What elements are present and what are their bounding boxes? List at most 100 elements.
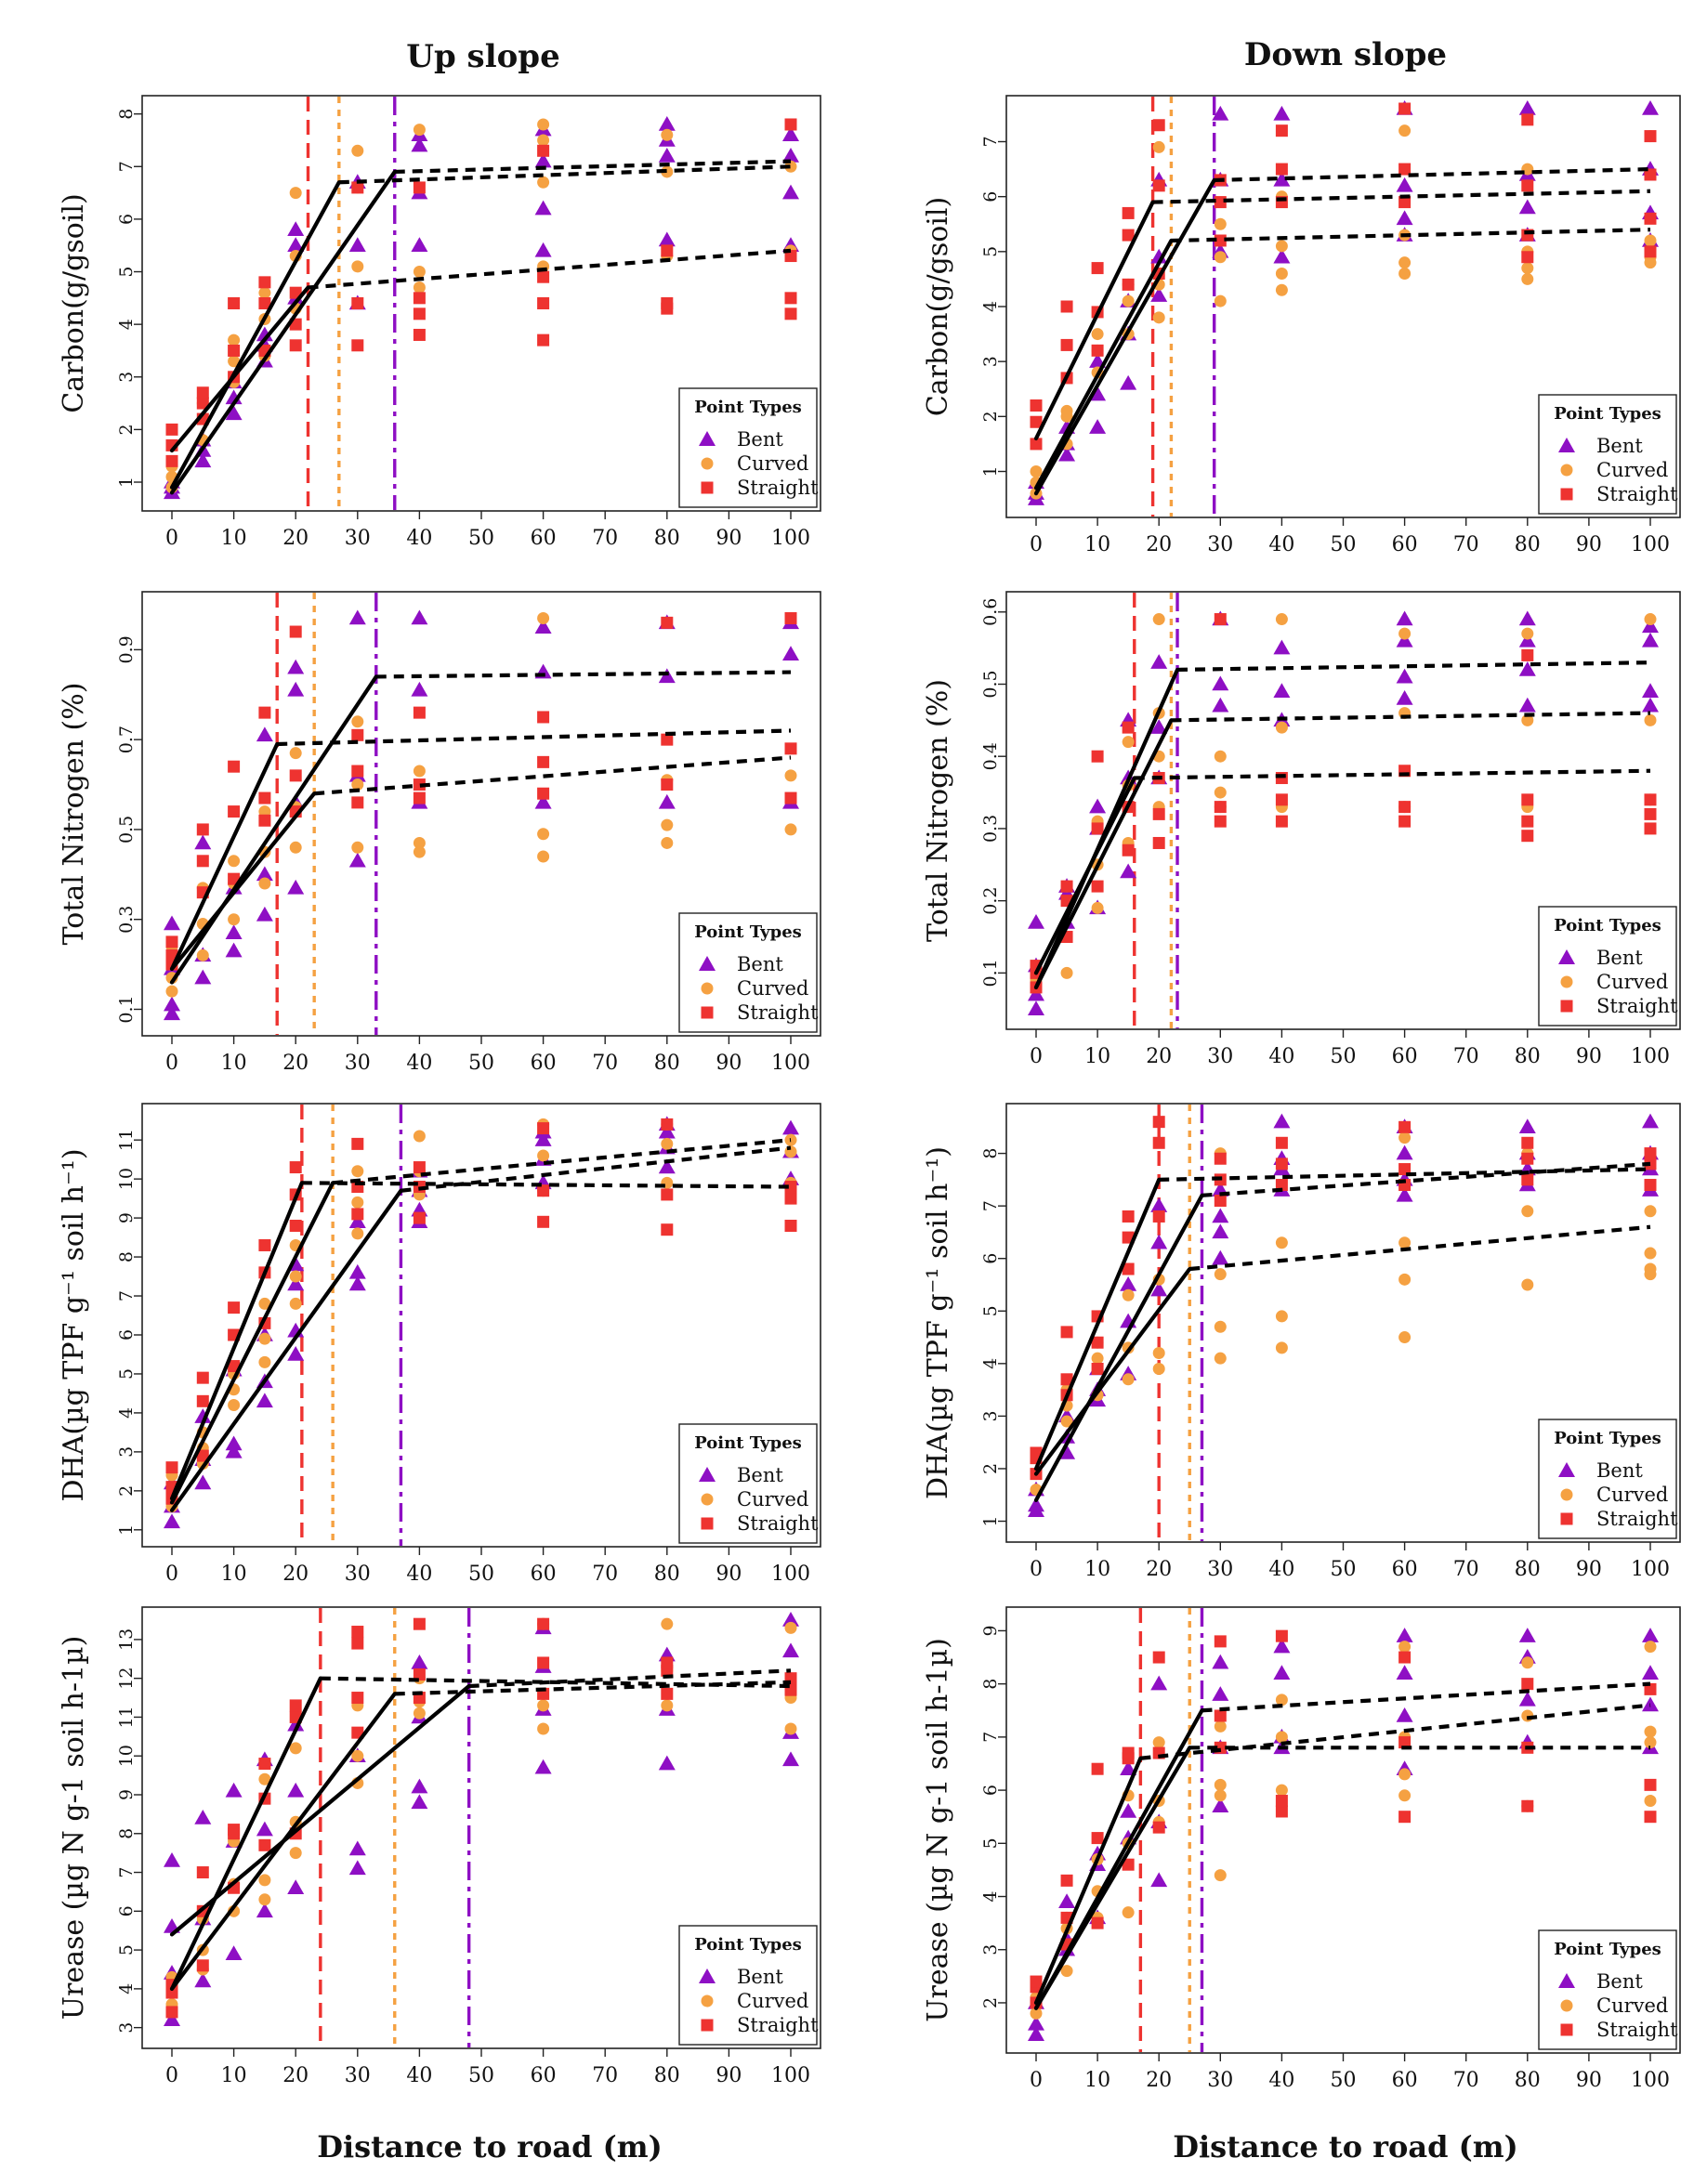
data-point-bent [1642,1113,1659,1129]
data-point-straight [228,805,241,818]
x-tick-label: 10 [1084,533,1110,556]
data-point-bent [225,1435,243,1451]
data-point-bent [534,242,552,257]
legend-marker-bent [699,956,716,971]
data-point-straight [1275,772,1288,785]
y-tick-label: 0.9 [116,635,137,663]
x-tick-label: 90 [716,2064,742,2087]
data-point-curved [1214,786,1227,799]
data-point-straight [1214,1152,1227,1165]
y-tick-label: 4 [980,1358,1001,1369]
data-point-curved [1060,1965,1073,1978]
data-point-bent [534,152,552,168]
y-tick-label: 10 [116,1745,137,1767]
x-tick-label: 0 [165,527,178,550]
legend-marker-curved [701,1493,714,1506]
data-point-straight [661,244,674,257]
data-point-curved [289,187,302,200]
data-point-straight [1091,1916,1104,1929]
data-point-straight [1030,1446,1043,1459]
y-tick-label: 2 [980,411,1001,422]
data-point-bent [411,1778,428,1794]
data-point-curved [661,836,674,849]
data-point-curved [1644,1725,1657,1738]
fit-line-dashed-bent [1214,166,1651,183]
data-point-bent [1273,105,1291,121]
y-tick-label: 1 [116,1524,137,1536]
data-point-bent [658,1755,676,1771]
fit-line-dashed-curved [314,755,792,796]
data-point-bent [411,609,428,625]
fit-line-solid-straight [1033,1177,1162,1471]
data-point-straight [196,1959,209,1972]
data-point-straight [537,144,550,157]
data-point-bent [287,1345,305,1361]
legend-marker-curved [1560,1999,1573,2012]
x-tick-label: 40 [406,1563,432,1586]
data-point-curved [1214,1352,1227,1365]
legend-marker-curved [1560,1488,1573,1501]
data-point-curved [228,355,241,368]
legend-box [1538,394,1677,515]
data-point-straight [1398,1651,1412,1664]
data-point-straight [784,118,797,131]
x-tick-label: 70 [1453,1045,1479,1068]
data-point-curved [1644,1795,1657,1808]
data-point-straight [258,276,271,289]
legend-label-bent: Bent [1596,435,1643,457]
legend-label-straight: Straight [737,477,819,499]
data-point-straight [1152,1210,1165,1223]
data-point-bent [348,1860,366,1876]
x-tick-label: 90 [1576,2069,1602,2092]
data-point-straight [661,1188,674,1201]
data-point-bent [1518,697,1536,713]
data-point-straight [258,814,271,827]
legend-label-straight: Straight [737,1001,819,1024]
fit-line-dashed-straight [277,728,792,747]
fit-line-solid-bent [1033,177,1216,496]
y-axis-label: Carbon(g/gsoil) [58,193,90,412]
data-point-straight [1398,196,1412,209]
y-tick-label: 8 [116,109,137,120]
data-point-curved [1644,1736,1657,1749]
y-tick-label: 4 [116,319,137,330]
data-point-curved [1644,1247,1657,1260]
data-point-bent [164,915,180,931]
data-point-curved [661,1699,674,1712]
y-tick-label: 2 [116,1485,137,1497]
data-point-curved [1030,2007,1043,2020]
data-point-curved [537,176,550,189]
data-point-bent [225,1443,243,1458]
data-point-bent [256,1903,273,1918]
data-point-straight [537,1184,550,1197]
data-point-curved [413,266,426,279]
data-point-bent [1212,1798,1229,1813]
data-point-bent [1120,1275,1137,1291]
x-tick-label: 100 [771,1563,810,1586]
data-point-bent [1212,1249,1229,1265]
x-tick-label: 90 [716,527,742,550]
y-tick-label: 9 [116,1212,137,1223]
data-point-straight [413,1617,426,1630]
data-point-straight [228,1301,241,1314]
data-point-straight [1275,1629,1288,1642]
data-point-straight [1091,262,1104,275]
data-point-curved [1060,1415,1073,1428]
data-point-curved [661,128,674,141]
data-point-straight [1398,1736,1412,1749]
data-point-straight [289,769,302,782]
y-tick-label: 0.2 [980,887,1001,915]
data-point-straight [165,454,178,467]
data-point-bent [256,326,273,342]
legend-label-straight: Straight [1596,1508,1678,1530]
data-point-straight [413,1667,426,1681]
data-point-bent [287,659,305,674]
data-point-straight [1398,815,1412,828]
data-point-curved [1122,1906,1135,1919]
data-point-curved [258,1874,271,1887]
data-point-curved [258,1893,271,1906]
y-tick-label: 6 [116,214,137,225]
legend-label-bent: Bent [737,428,783,451]
x-tick-label: 20 [1146,1558,1172,1581]
data-point-bent [1642,1628,1659,1642]
